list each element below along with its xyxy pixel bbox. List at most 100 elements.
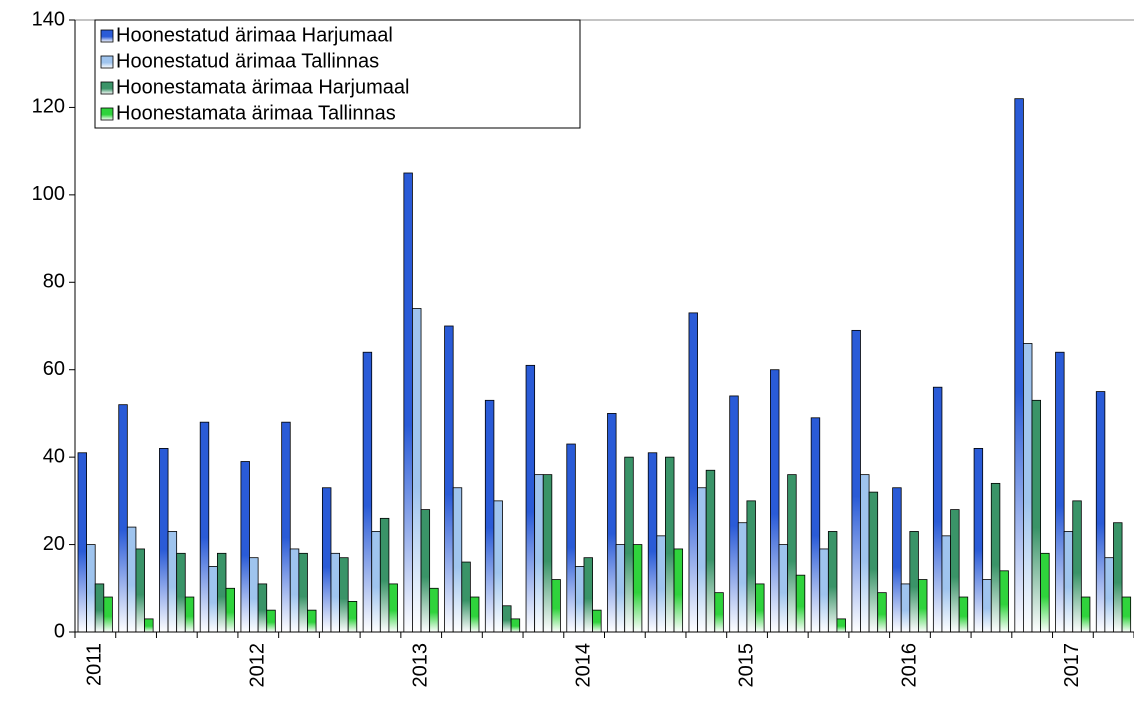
- bar: [665, 456, 675, 633]
- bar: [632, 544, 643, 633]
- bar: [705, 469, 716, 633]
- x-tick-label: 2013: [409, 643, 431, 688]
- bar: [1104, 557, 1114, 633]
- legend-swatch: [100, 55, 114, 69]
- x-tick-label: 2012: [247, 643, 269, 688]
- bar: [566, 443, 576, 633]
- x-tick-label: 2014: [572, 643, 594, 688]
- x-tick-label: 2016: [898, 643, 920, 688]
- bar: [502, 605, 512, 633]
- bar: [836, 618, 846, 633]
- bar: [973, 447, 984, 633]
- bar: [371, 531, 381, 633]
- bar: [159, 447, 169, 633]
- bar: [330, 552, 340, 633]
- bar: [1095, 391, 1106, 633]
- bar: [289, 548, 300, 633]
- bar: [1121, 596, 1132, 633]
- bar: [795, 574, 806, 633]
- bar: [240, 461, 250, 633]
- legend-label: Hoonestatud ärimaa Harjumaal: [116, 24, 393, 46]
- bar: [729, 395, 739, 633]
- bar: [525, 364, 536, 633]
- bar: [1063, 531, 1074, 633]
- bar: [656, 535, 666, 633]
- bar: [1072, 500, 1082, 633]
- y-tick-label: 140: [32, 8, 65, 30]
- y-tick-label: 80: [43, 271, 65, 293]
- bar: [347, 601, 358, 633]
- bar: [444, 325, 454, 633]
- legend-label: Hoonestatud ärimaa Tallinnas: [116, 50, 379, 72]
- bar: [379, 517, 390, 633]
- x-tick-label: 2017: [1061, 643, 1083, 688]
- bar: [339, 557, 349, 633]
- x-tick-label: 2015: [735, 643, 757, 688]
- bar: [918, 579, 928, 633]
- bar: [851, 329, 861, 633]
- bar: [484, 399, 495, 633]
- legend-swatch: [100, 81, 114, 95]
- bar: [892, 487, 902, 633]
- bar: [403, 172, 413, 633]
- bar: [388, 583, 398, 633]
- bar: [778, 544, 789, 633]
- bar: [673, 548, 684, 633]
- y-tick-label: 0: [54, 620, 65, 642]
- y-tick-label: 120: [32, 96, 65, 118]
- bar: [216, 552, 227, 633]
- x-tick-label: 2011: [84, 643, 106, 686]
- bar: [624, 456, 634, 633]
- legend-label: Hoonestamata ärimaa Tallinnas: [116, 102, 396, 124]
- bar: [307, 609, 317, 633]
- bar: [493, 500, 503, 633]
- legend-swatch: [100, 29, 114, 43]
- bar: [184, 596, 195, 633]
- bar: [868, 491, 879, 633]
- bar: [958, 596, 969, 633]
- bar: [810, 417, 821, 633]
- bar: [281, 421, 291, 633]
- bar: [697, 487, 707, 633]
- bar: [298, 552, 308, 633]
- bar: [583, 557, 593, 633]
- bar: [266, 609, 276, 633]
- bar: [94, 583, 105, 633]
- bar: [199, 421, 210, 633]
- bar: [746, 500, 756, 633]
- bar: [860, 474, 870, 633]
- bar: [615, 544, 626, 633]
- bar: [1040, 552, 1050, 633]
- y-tick-label: 60: [43, 358, 65, 380]
- bar: [126, 526, 137, 633]
- bar: [103, 596, 113, 633]
- bar: [144, 618, 154, 633]
- bar: [999, 570, 1009, 633]
- bar: [118, 404, 128, 633]
- bar: [86, 544, 96, 633]
- bar: [714, 592, 724, 633]
- bar: [249, 557, 259, 633]
- bar: [135, 548, 145, 633]
- bar: [1014, 98, 1024, 633]
- bar: [420, 509, 431, 633]
- bar: [1031, 399, 1042, 633]
- legend-box: [94, 19, 581, 129]
- bar: [950, 509, 960, 633]
- bar: [321, 487, 332, 633]
- legend-swatch: [100, 107, 114, 121]
- bar: [932, 386, 943, 633]
- bar: [770, 369, 780, 633]
- bar: [819, 548, 829, 633]
- y-tick-label: 20: [43, 533, 65, 555]
- bar: [990, 482, 1001, 633]
- bar: [607, 413, 617, 633]
- bar: [225, 587, 235, 633]
- bar: [167, 531, 178, 633]
- bar: [412, 308, 422, 633]
- bar: [461, 561, 471, 633]
- bar: [176, 552, 186, 633]
- bar: [647, 452, 658, 633]
- bar: [469, 596, 480, 633]
